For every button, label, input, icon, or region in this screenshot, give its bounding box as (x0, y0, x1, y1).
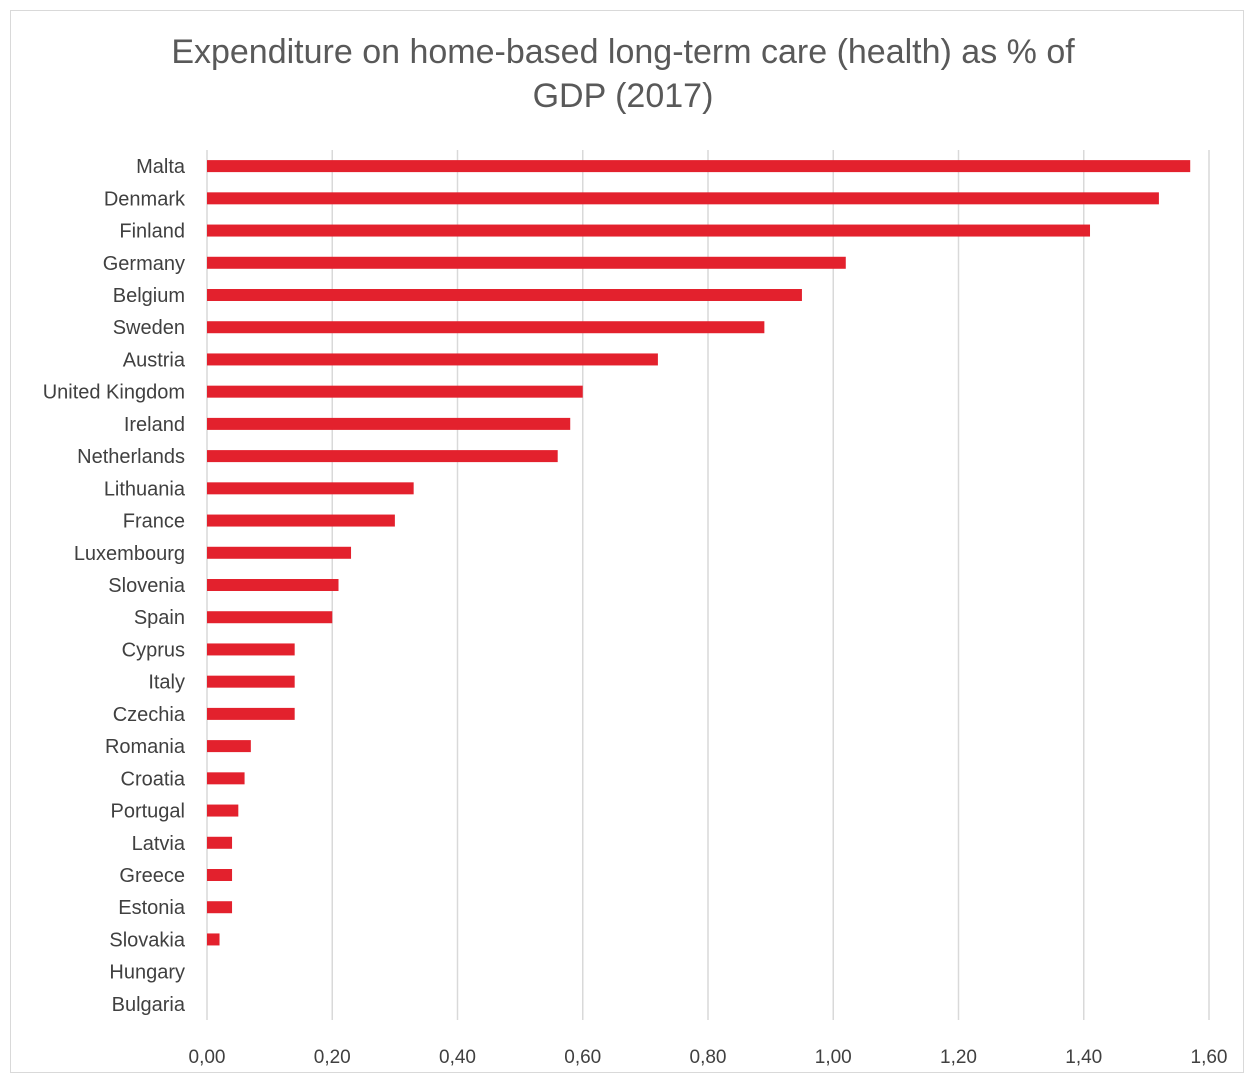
category-label: Croatia (121, 768, 186, 790)
category-label: United Kingdom (43, 382, 185, 404)
category-label: Sweden (113, 317, 185, 339)
category-labels: Malta Denmark Finland Germany Belgium Sweden A… (43, 156, 186, 1016)
bar (207, 385, 583, 398)
bar (207, 482, 414, 495)
category-label: Malta (136, 156, 186, 178)
category-label: Ireland (124, 414, 185, 436)
category-label: Austria (123, 349, 186, 371)
bar (207, 321, 765, 334)
bar (207, 611, 333, 624)
gridlines (206, 150, 1210, 1020)
x-tick-label: 1,20 (940, 1047, 977, 1068)
category-label: Czechia (113, 704, 186, 726)
bar (207, 417, 571, 430)
bar (207, 450, 558, 463)
x-tick-label: 1,40 (1065, 1047, 1102, 1068)
x-tick-label: 1,60 (1191, 1047, 1228, 1068)
chart-frame (10, 10, 1244, 1073)
bar (207, 289, 802, 301)
bar (207, 514, 395, 527)
category-label: Italy (148, 672, 185, 694)
bar (207, 579, 339, 591)
category-label: Greece (119, 865, 185, 887)
bar (207, 836, 233, 849)
bars (207, 160, 1191, 946)
bar (207, 740, 251, 753)
bar (207, 643, 295, 656)
category-label: Finland (119, 221, 185, 243)
x-tick-label: 0,80 (690, 1047, 727, 1068)
bar (207, 869, 233, 881)
category-label: Cyprus (122, 639, 185, 661)
category-label: Bulgaria (112, 994, 186, 1016)
x-tick-label: 0,60 (564, 1047, 601, 1068)
bar (207, 675, 295, 688)
category-label: Estonia (118, 897, 186, 919)
category-label: Lithuania (104, 478, 186, 500)
x-tick-label: 0,00 (189, 1047, 226, 1068)
bar (207, 772, 245, 785)
category-label: Spain (134, 607, 185, 629)
x-tick-labels: 0,00 0,20 0,40 0,60 0,80 1,00 1,20 1,40 1,60 (189, 1047, 1228, 1068)
category-label: Denmark (104, 188, 186, 210)
x-tick-label: 0,20 (314, 1047, 351, 1068)
category-label: Portugal (111, 801, 186, 823)
bar (207, 901, 233, 914)
bar (207, 256, 846, 269)
bar (207, 160, 1191, 173)
category-label: Slovenia (108, 575, 186, 597)
chart-title-wrap: Expenditure on home-based long-term care… (0, 30, 1246, 118)
category-label: Germany (103, 253, 185, 275)
chart-title: Expenditure on home-based long-term care… (171, 33, 1075, 115)
bar (207, 224, 1091, 237)
category-label: Netherlands (77, 446, 185, 468)
x-tick-label: 0,40 (439, 1047, 476, 1068)
category-label: France (123, 511, 185, 533)
category-label: Slovakia (109, 929, 185, 951)
category-label: Romania (105, 736, 186, 758)
category-label: Hungary (109, 962, 185, 984)
bar (207, 353, 658, 366)
bar (207, 192, 1159, 205)
category-label: Belgium (113, 285, 185, 307)
bar (207, 546, 352, 559)
category-label: Luxembourg (74, 543, 185, 565)
category-label: Latvia (132, 833, 186, 855)
bar (207, 707, 295, 720)
bar (207, 933, 220, 946)
bar (207, 804, 239, 817)
x-tick-label: 1,00 (815, 1047, 852, 1068)
